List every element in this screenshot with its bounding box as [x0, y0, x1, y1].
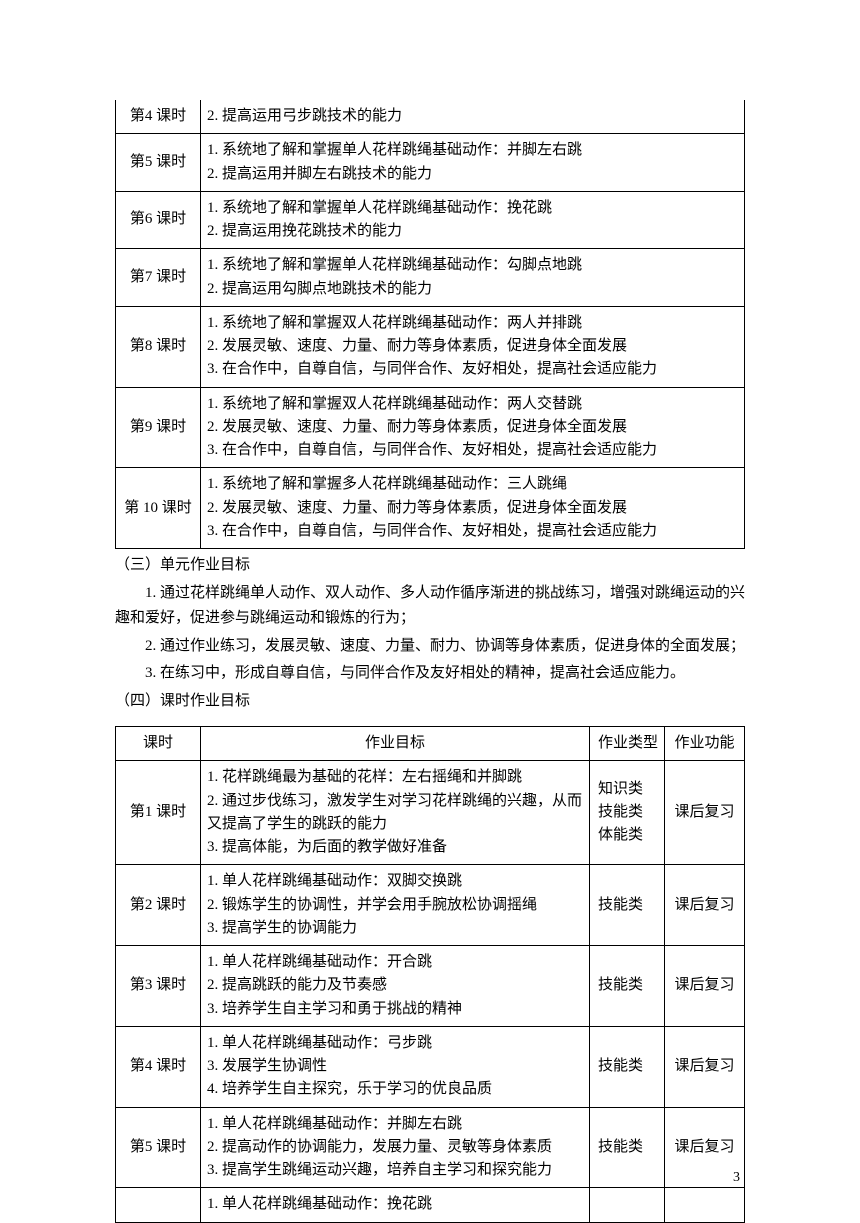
lesson-cell: 第 10 课时: [116, 468, 201, 549]
table-row: 第8 课时1. 系统地了解和掌握双人花样跳绳基础动作：两人并排跳2. 发展灵敏、…: [116, 306, 745, 387]
lesson-table-1: 第4 课时2. 提高运用弓步跳技术的能力第5 课时1. 系统地了解和掌握单人花样…: [115, 100, 745, 549]
func-cell: 课后复习: [665, 1026, 745, 1107]
table-row: 第 10 课时1. 系统地了解和掌握多人花样跳绳基础动作：三人跳绳2. 发展灵敏…: [116, 468, 745, 549]
content-cell: 1. 系统地了解和掌握单人花样跳绳基础动作：并脚左右跳2. 提高运用并脚左右跳技…: [201, 134, 745, 192]
goal-cell: 1. 单人花样跳绳基础动作：弓步跳3. 发展学生协调性4. 培养学生自主探究，乐…: [201, 1026, 590, 1107]
lesson-cell: 第3 课时: [116, 946, 201, 1027]
goal-cell: 1. 花样跳绳最为基础的花样：左右摇绳和并脚跳2. 通过步伐练习，激发学生对学习…: [201, 761, 590, 865]
type-cell: 技能类: [590, 1107, 665, 1188]
type-cell: 技能类: [590, 865, 665, 946]
lesson-cell: [116, 1188, 201, 1222]
lesson-cell: 第2 课时: [116, 865, 201, 946]
goal-cell: 1. 单人花样跳绳基础动作：并脚左右跳2. 提高动作的协调能力，发展力量、灵敏等…: [201, 1107, 590, 1188]
func-cell: 课后复习: [665, 946, 745, 1027]
lesson-table-2: 课时 作业目标 作业类型 作业功能 第1 课时1. 花样跳绳最为基础的花样：左右…: [115, 726, 745, 1223]
func-cell: [665, 1188, 745, 1222]
th-goal: 作业目标: [201, 727, 590, 761]
table-row: 第4 课时2. 提高运用弓步跳技术的能力: [116, 100, 745, 134]
goal-cell: 1. 单人花样跳绳基础动作：双脚交换跳2. 锻炼学生的协调性，并学会用手腕放松协…: [201, 865, 590, 946]
section3-p2: 2. 通过作业练习，发展灵敏、速度、力量、耐力、协调等身体素质，促进身体的全面发…: [115, 634, 745, 660]
table2-header-row: 课时 作业目标 作业类型 作业功能: [116, 727, 745, 761]
section3-p1: 1. 通过花样跳绳单人动作、双人动作、多人动作循序渐进的挑战练习，增强对跳绳运动…: [115, 581, 745, 632]
table-row: 第9 课时1. 系统地了解和掌握双人花样跳绳基础动作：两人交替跳2. 发展灵敏、…: [116, 387, 745, 468]
content-cell: 1. 系统地了解和掌握多人花样跳绳基础动作：三人跳绳2. 发展灵敏、速度、力量、…: [201, 468, 745, 549]
content-cell: 1. 系统地了解和掌握单人花样跳绳基础动作：挽花跳2. 提高运用挽花跳技术的能力: [201, 191, 745, 249]
table-row: 1. 单人花样跳绳基础动作：挽花跳: [116, 1188, 745, 1222]
lesson-cell: 第8 课时: [116, 306, 201, 387]
func-cell: 课后复习: [665, 761, 745, 865]
table-row: 第4 课时1. 单人花样跳绳基础动作：弓步跳3. 发展学生协调性4. 培养学生自…: [116, 1026, 745, 1107]
lesson-cell: 第9 课时: [116, 387, 201, 468]
table-row: 第7 课时1. 系统地了解和掌握单人花样跳绳基础动作：勾脚点地跳2. 提高运用勾…: [116, 249, 745, 307]
goal-cell: 1. 单人花样跳绳基础动作：挽花跳: [201, 1188, 590, 1222]
content-cell: 2. 提高运用弓步跳技术的能力: [201, 100, 745, 134]
type-cell: 技能类: [590, 1026, 665, 1107]
goal-cell: 1. 单人花样跳绳基础动作：开合跳2. 提高跳跃的能力及节奏感3. 培养学生自主…: [201, 946, 590, 1027]
th-lesson: 课时: [116, 727, 201, 761]
content-cell: 1. 系统地了解和掌握双人花样跳绳基础动作：两人交替跳2. 发展灵敏、速度、力量…: [201, 387, 745, 468]
section4-title: （四）课时作业目标: [115, 689, 745, 715]
lesson-cell: 第4 课时: [116, 1026, 201, 1107]
table-row: 第5 课时1. 单人花样跳绳基础动作：并脚左右跳2. 提高动作的协调能力，发展力…: [116, 1107, 745, 1188]
content-cell: 1. 系统地了解和掌握单人花样跳绳基础动作：勾脚点地跳2. 提高运用勾脚点地跳技…: [201, 249, 745, 307]
lesson-cell: 第6 课时: [116, 191, 201, 249]
table-row: 第2 课时1. 单人花样跳绳基础动作：双脚交换跳2. 锻炼学生的协调性，并学会用…: [116, 865, 745, 946]
type-cell: 知识类技能类体能类: [590, 761, 665, 865]
lesson-cell: 第1 课时: [116, 761, 201, 865]
type-cell: 技能类: [590, 946, 665, 1027]
table-row: 第6 课时1. 系统地了解和掌握单人花样跳绳基础动作：挽花跳2. 提高运用挽花跳…: [116, 191, 745, 249]
table-row: 第5 课时1. 系统地了解和掌握单人花样跳绳基础动作：并脚左右跳2. 提高运用并…: [116, 134, 745, 192]
lesson-cell: 第5 课时: [116, 1107, 201, 1188]
table-row: 第1 课时1. 花样跳绳最为基础的花样：左右摇绳和并脚跳2. 通过步伐练习，激发…: [116, 761, 745, 865]
lesson-cell: 第5 课时: [116, 134, 201, 192]
content-cell: 1. 系统地了解和掌握双人花样跳绳基础动作：两人并排跳2. 发展灵敏、速度、力量…: [201, 306, 745, 387]
section3-p3: 3. 在练习中，形成自尊自信，与同伴合作及友好相处的精神，提高社会适应能力。: [115, 661, 745, 687]
th-type: 作业类型: [590, 727, 665, 761]
page-number: 3: [733, 1170, 740, 1186]
th-func: 作业功能: [665, 727, 745, 761]
func-cell: 课后复习: [665, 865, 745, 946]
section3-title: （三）单元作业目标: [115, 553, 745, 579]
lesson-cell: 第7 课时: [116, 249, 201, 307]
lesson-cell: 第4 课时: [116, 100, 201, 134]
table-row: 第3 课时1. 单人花样跳绳基础动作：开合跳2. 提高跳跃的能力及节奏感3. 培…: [116, 946, 745, 1027]
type-cell: [590, 1188, 665, 1222]
